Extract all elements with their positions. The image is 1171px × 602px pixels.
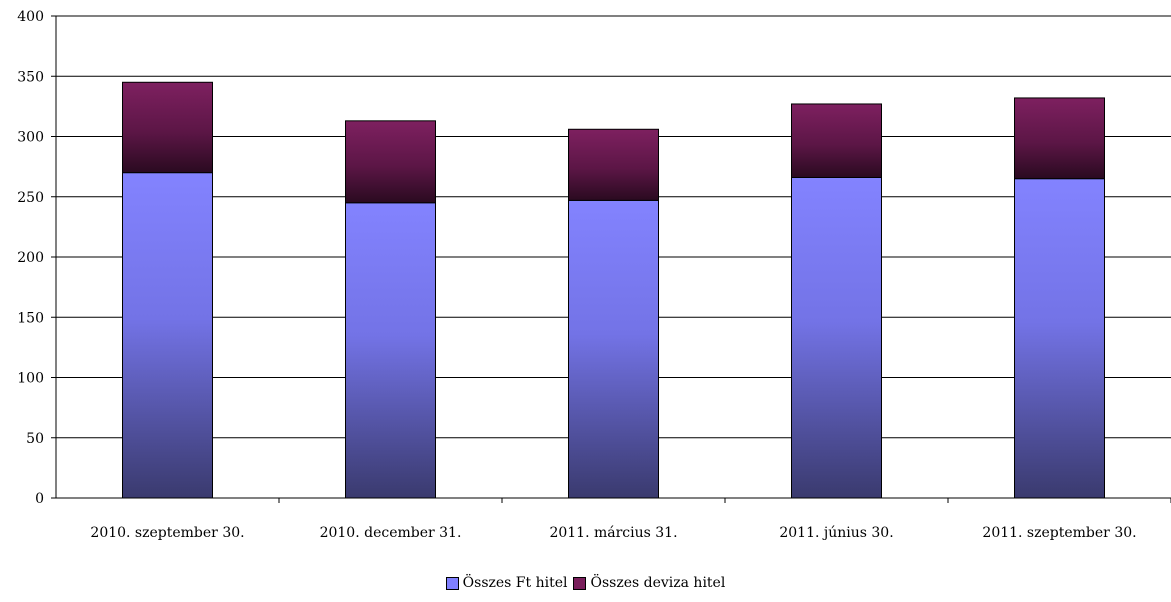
x-axis-category-labels: 2010. szeptember 30. 2010. december 31. 20… — [90, 525, 1136, 541]
axes — [51, 15, 1171, 503]
y-axis-tick-labels: 0 50 100 150 200 250 300 350 400 — [17, 9, 44, 507]
chart: 0 50 100 150 200 250 300 350 400 2010. szeptembe… — [17, 9, 1171, 541]
legend-swatch-deviza — [573, 576, 587, 590]
x-category-label: 2010. szeptember 30. — [90, 525, 244, 541]
bars — [122, 81, 1105, 499]
bar-deviza-hitel — [568, 128, 659, 201]
bar-deviza-hitel — [791, 103, 882, 178]
y-tick-label: 250 — [17, 190, 44, 206]
y-tick-label: 150 — [17, 310, 44, 326]
legend-label-ft: Összes Ft hitel — [462, 575, 568, 591]
bar-ft-hitel — [791, 176, 882, 499]
y-tick-label: 400 — [17, 9, 44, 25]
y-tick-label: 200 — [17, 250, 44, 266]
y-tick-label: 300 — [17, 130, 44, 146]
bar-deviza-hitel — [1014, 97, 1105, 180]
bar-deviza-hitel — [345, 120, 436, 204]
y-tick-label: 100 — [17, 371, 44, 387]
legend-label-deviza: Összes deviza hitel — [590, 575, 726, 591]
bar-ft-hitel — [1014, 178, 1105, 499]
y-tick-label: 350 — [17, 69, 44, 85]
legend: Összes Ft hitel Összes deviza hitel — [0, 572, 1171, 594]
bar-ft-hitel — [345, 202, 436, 499]
legend-swatch-ft — [445, 576, 459, 590]
legend-item-ft: Összes Ft hitel — [445, 575, 568, 591]
y-tick-label: 0 — [35, 491, 44, 507]
bar-ft-hitel — [122, 172, 213, 499]
x-category-label: 2011. szeptember 30. — [982, 525, 1136, 541]
bar-deviza-hitel — [122, 81, 213, 174]
x-category-label: 2011. június 30. — [779, 525, 893, 541]
legend-item-deviza: Összes deviza hitel — [573, 575, 725, 591]
x-category-label: 2011. március 31. — [549, 525, 677, 541]
x-category-label: 2010. december 31. — [320, 525, 462, 541]
bar-ft-hitel — [568, 199, 659, 499]
y-tick-label: 50 — [26, 431, 44, 447]
